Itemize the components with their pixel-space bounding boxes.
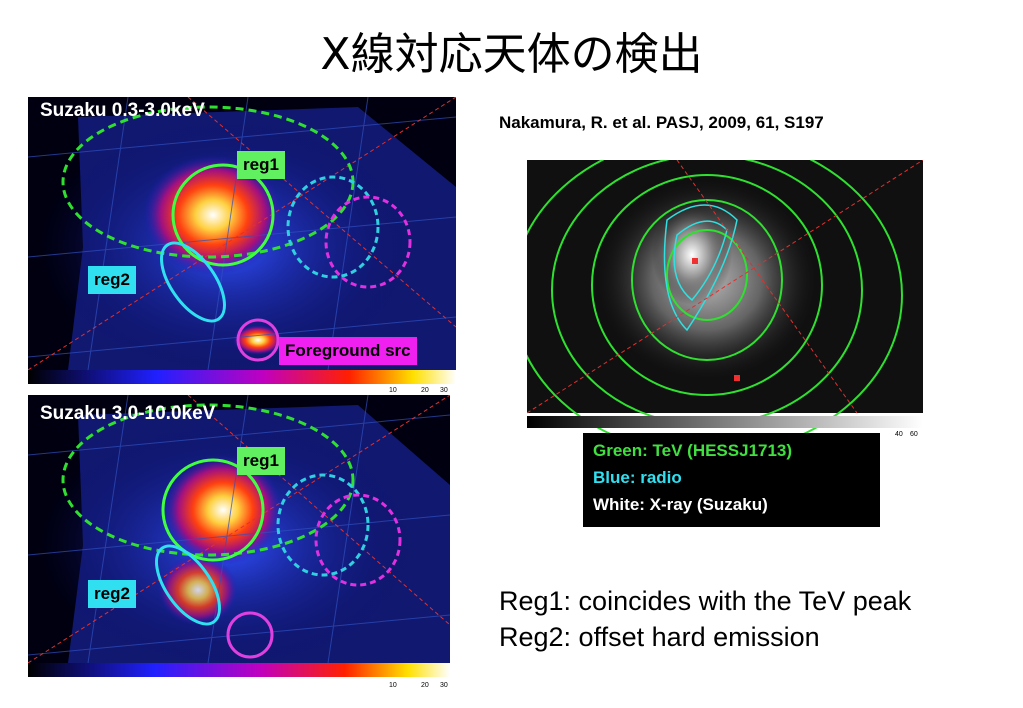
panel-label: Suzaku 0.3-3.0keV — [40, 100, 205, 121]
colorbar-tick: 10 — [389, 682, 397, 689]
colorbar-tick: 30 — [440, 387, 448, 394]
slide-title: X線対応天体の検出 — [320, 29, 703, 80]
region-label: reg2 — [88, 580, 136, 608]
note: Reg1: coincides with the TeV peak — [499, 586, 912, 616]
region-label: reg1 — [237, 151, 285, 179]
colorbar-tick: 20 — [421, 387, 429, 394]
legend-entry: Blue: radio — [593, 468, 682, 487]
xray-map-soft — [28, 97, 456, 384]
colorbar-tick: 10 — [389, 387, 397, 394]
colorbar-tick: 40 — [895, 431, 903, 438]
colorbar-tick: 20 — [421, 682, 429, 689]
legend-entry: Green: TeV (HESSJ1713) — [593, 441, 793, 460]
colorbar-tick: 30 — [440, 682, 448, 689]
legend-entry: White: X-ray (Suzaku) — [593, 495, 768, 514]
region-label: reg2 — [88, 266, 136, 294]
reference: Nakamura, R. et al. PASJ, 2009, 61, S197 — [499, 113, 824, 132]
legend-box: Green: TeV (HESSJ1713) Blue: radio White… — [583, 433, 880, 527]
region-label: Foreground src — [279, 337, 417, 365]
note: Reg2: offset hard emission — [499, 622, 820, 652]
colorbar-tick: 60 — [910, 431, 918, 438]
overlay-map — [527, 160, 923, 440]
xray-map-hard — [28, 395, 450, 677]
region-label: reg1 — [237, 447, 285, 475]
panel-label: Suzaku 3.0-10.0keV — [40, 403, 216, 424]
